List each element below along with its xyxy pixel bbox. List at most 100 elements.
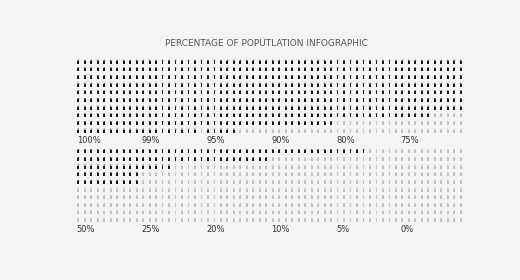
- Bar: [239, 188, 241, 192]
- Circle shape: [103, 98, 105, 99]
- Bar: [188, 76, 189, 79]
- Bar: [453, 173, 455, 176]
- Bar: [259, 76, 261, 79]
- Circle shape: [447, 157, 449, 158]
- Bar: [421, 150, 423, 153]
- Circle shape: [142, 67, 144, 68]
- Bar: [388, 173, 391, 176]
- Bar: [460, 150, 462, 153]
- Circle shape: [278, 157, 280, 158]
- Circle shape: [129, 121, 131, 122]
- Circle shape: [343, 129, 345, 130]
- Circle shape: [175, 157, 176, 158]
- Circle shape: [188, 172, 189, 173]
- Circle shape: [175, 106, 176, 107]
- Bar: [343, 61, 345, 64]
- Circle shape: [123, 106, 125, 107]
- Bar: [317, 204, 319, 207]
- Circle shape: [207, 180, 209, 181]
- Circle shape: [440, 129, 442, 130]
- Circle shape: [194, 113, 196, 114]
- Circle shape: [272, 90, 274, 91]
- Circle shape: [259, 172, 261, 173]
- Bar: [434, 122, 436, 125]
- Bar: [395, 99, 397, 102]
- Bar: [252, 61, 254, 64]
- Bar: [252, 122, 254, 125]
- Circle shape: [116, 180, 118, 181]
- Bar: [142, 91, 144, 94]
- Circle shape: [460, 83, 462, 84]
- Bar: [440, 99, 442, 102]
- Circle shape: [265, 195, 267, 196]
- Circle shape: [227, 75, 228, 76]
- Circle shape: [291, 83, 293, 84]
- Bar: [336, 211, 339, 214]
- Circle shape: [278, 218, 280, 219]
- Bar: [155, 99, 157, 102]
- Bar: [259, 84, 261, 87]
- Bar: [408, 76, 410, 79]
- Bar: [330, 204, 332, 207]
- Circle shape: [116, 149, 118, 150]
- Circle shape: [259, 83, 261, 84]
- Bar: [201, 211, 202, 214]
- Circle shape: [84, 149, 86, 150]
- Bar: [421, 173, 423, 176]
- Bar: [168, 76, 170, 79]
- Bar: [356, 150, 358, 153]
- Bar: [175, 68, 176, 71]
- Bar: [233, 114, 235, 117]
- Circle shape: [401, 98, 404, 99]
- Circle shape: [168, 90, 170, 91]
- Bar: [272, 68, 274, 71]
- Bar: [324, 158, 326, 161]
- Circle shape: [460, 195, 462, 196]
- Bar: [278, 114, 280, 117]
- Circle shape: [349, 90, 352, 91]
- Bar: [123, 122, 125, 125]
- Bar: [103, 211, 105, 214]
- Circle shape: [343, 218, 345, 219]
- Circle shape: [434, 149, 436, 150]
- Circle shape: [278, 83, 280, 84]
- Circle shape: [168, 113, 170, 114]
- Circle shape: [207, 121, 209, 122]
- Bar: [408, 181, 410, 184]
- Bar: [227, 99, 228, 102]
- Bar: [265, 91, 267, 94]
- Circle shape: [142, 83, 144, 84]
- Bar: [272, 219, 274, 222]
- Circle shape: [317, 157, 319, 158]
- Circle shape: [265, 180, 267, 181]
- Bar: [207, 68, 209, 71]
- Circle shape: [162, 172, 163, 173]
- Bar: [336, 219, 339, 222]
- Bar: [265, 150, 267, 153]
- Circle shape: [285, 180, 287, 181]
- Circle shape: [84, 67, 86, 68]
- Bar: [252, 158, 254, 161]
- Circle shape: [401, 203, 404, 204]
- Circle shape: [149, 172, 150, 173]
- Bar: [375, 181, 378, 184]
- Bar: [142, 158, 144, 161]
- Circle shape: [330, 121, 332, 122]
- Bar: [375, 76, 378, 79]
- Bar: [168, 68, 170, 71]
- Bar: [291, 219, 293, 222]
- Circle shape: [142, 149, 144, 150]
- Circle shape: [77, 113, 79, 114]
- Circle shape: [252, 90, 254, 91]
- Circle shape: [460, 149, 462, 150]
- Circle shape: [291, 180, 293, 181]
- Bar: [453, 219, 455, 222]
- Bar: [201, 204, 202, 207]
- Circle shape: [453, 129, 455, 130]
- Circle shape: [427, 75, 429, 76]
- Bar: [304, 122, 306, 125]
- Bar: [460, 68, 462, 71]
- Bar: [77, 165, 79, 169]
- Circle shape: [362, 98, 365, 99]
- Bar: [194, 211, 196, 214]
